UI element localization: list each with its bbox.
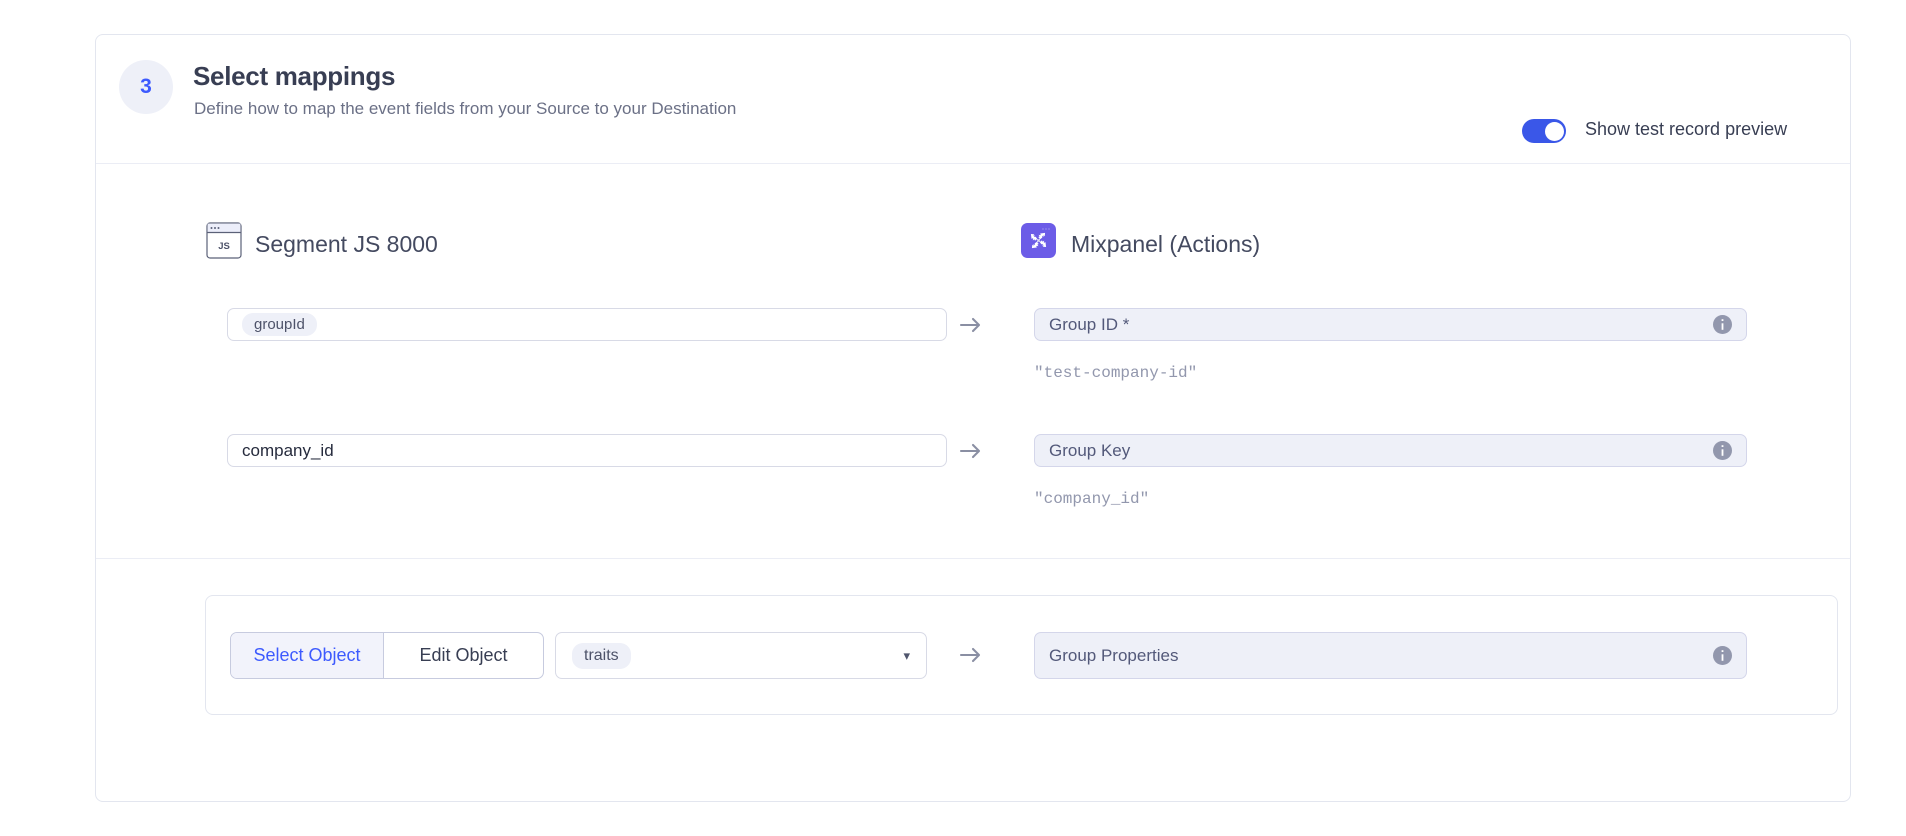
- svg-text:JS: JS: [218, 241, 230, 252]
